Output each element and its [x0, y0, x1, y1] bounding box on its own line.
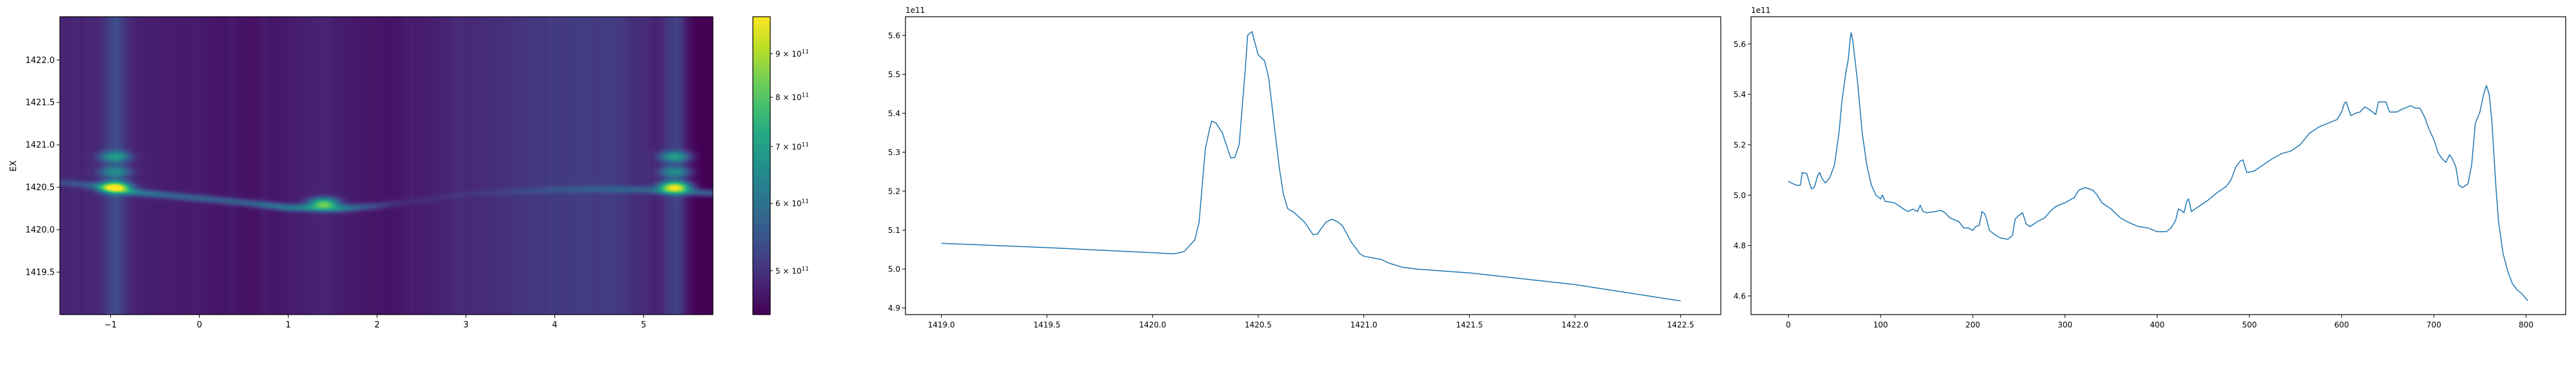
y-tick-label: 1421.0 [26, 141, 55, 151]
y-tick-label: 5.0 [1734, 191, 1746, 200]
x-tick-label: 1421.0 [1350, 320, 1378, 329]
axes-2-frame [905, 16, 1721, 315]
colorbar-gradient [753, 17, 770, 315]
x-tick-label: 2 [374, 320, 379, 330]
x-tick-label: 300 [2058, 320, 2072, 329]
x-tick-label: 1420.0 [1139, 320, 1166, 329]
heatmap-image [60, 17, 713, 315]
axes-2: 1419.0 1419.5 1420.0 1420.5 1421.0 1421.5 1422… [888, 6, 1721, 329]
y-tick-label: 5.1 [888, 226, 900, 235]
x-tick-label: 0 [196, 320, 202, 330]
x-tick-label: 5 [641, 320, 646, 330]
y-offset-label: 1e11 [905, 6, 925, 15]
x-tick-label: 1422.0 [1562, 320, 1589, 329]
x-tick-label: 4 [552, 320, 557, 330]
y-tick-label: 5.6 [888, 32, 900, 41]
x-tick-label: 1420.5 [1245, 320, 1272, 329]
y-tick-label: 5.3 [888, 148, 900, 157]
x-tick-label: 200 [1965, 320, 1980, 329]
colorbar-tick-base: 9 × 10 [775, 50, 802, 59]
x-tick-label: 0 [1786, 320, 1791, 329]
colorbar-tick-exponent: 11 [802, 49, 809, 55]
y-tick-label: 4.9 [888, 304, 900, 313]
y-tick-label: 5.2 [1734, 140, 1746, 149]
colorbar-frame [752, 16, 771, 315]
y-tick-label: 5.5 [888, 70, 900, 79]
axes-1: −1 0 1 2 3 4 5 1419.5 1420.0 1420.5 1421.0 1421.5 14… [9, 16, 714, 330]
x-tick-label: 400 [2150, 320, 2164, 329]
y-offset-label: 1e11 [1751, 6, 1770, 15]
y-tick-label: 1420.0 [26, 226, 55, 235]
colorbar-tick-label: 6 × 1011 [775, 199, 809, 208]
series-line [1788, 32, 2528, 302]
colorbar-tick-exponent: 11 [802, 142, 809, 148]
colorbar-tick-label: 7 × 1011 [775, 142, 809, 151]
y-tick-label: 4.8 [1734, 241, 1746, 250]
y-tick-label: 4.6 [1734, 292, 1746, 301]
y-axis-label: EX [9, 160, 19, 171]
y-tick-label: 1421.5 [26, 98, 55, 108]
y-tick-label: 5.4 [888, 109, 900, 118]
axes-3-frame [1750, 16, 2566, 315]
axes-3: 0 100 200 300 400 500 600 700 800 4.6 4.8 5.0 5.2 5.4… [1734, 6, 2566, 329]
x-tick-label: 1421.5 [1456, 320, 1483, 329]
x-tick-label: 600 [2334, 320, 2349, 329]
colorbar-tick-base: 8 × 10 [775, 93, 802, 102]
colorbar-tick-exponent: 11 [802, 93, 809, 99]
colorbar-tick-label: 8 × 1011 [775, 93, 809, 102]
colorbar-tick-label: 5 × 1011 [775, 266, 809, 275]
x-tick-label: 1419.5 [1034, 320, 1061, 329]
x-tick-label: 500 [2242, 320, 2257, 329]
colorbar-tick-base: 5 × 10 [775, 266, 802, 275]
colorbar-tick-exponent: 11 [802, 266, 809, 272]
x-tick-label: 1 [285, 320, 290, 330]
x-tick-label: 3 [463, 320, 468, 330]
colorbar-tick-label: 9 × 1011 [775, 49, 809, 59]
y-tick-label: 5.6 [1734, 40, 1746, 49]
y-tick-label: 5.0 [888, 265, 900, 274]
y-tick-label: 1422.0 [26, 56, 55, 66]
y-tick-label: 1420.5 [26, 183, 55, 193]
colorbar-tick-exponent: 11 [802, 199, 809, 205]
colorbar-tick-base: 6 × 10 [775, 199, 802, 208]
y-tick-label: 5.4 [1734, 90, 1746, 99]
x-tick-label: 1422.5 [1667, 320, 1694, 329]
series-line [941, 31, 1681, 302]
x-tick-label: 700 [2427, 320, 2441, 329]
y-tick-label: 1419.5 [26, 268, 55, 278]
x-tick-label: 100 [1873, 320, 1888, 329]
x-tick-label: 1419.0 [928, 320, 955, 329]
colorbar-tick-base: 7 × 10 [775, 142, 802, 151]
y-tick-label: 5.2 [888, 187, 900, 196]
axes-1-frame [59, 16, 714, 315]
x-tick-label: 800 [2519, 320, 2533, 329]
x-tick-label: −1 [104, 320, 117, 330]
